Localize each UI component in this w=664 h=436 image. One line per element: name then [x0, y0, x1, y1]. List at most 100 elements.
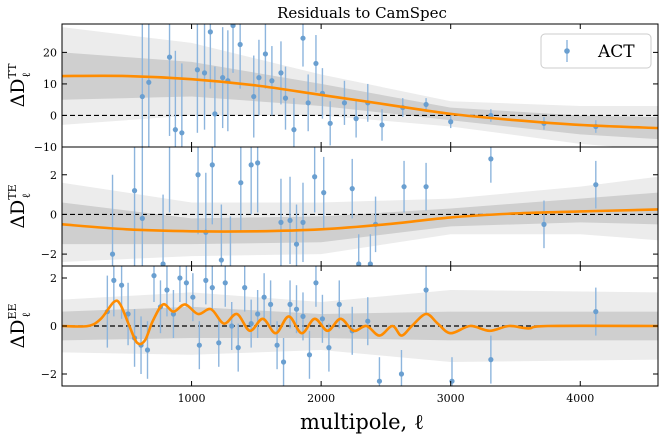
x-axis-label: multipole, ℓ	[300, 410, 424, 434]
fit-line-ee	[62, 299, 658, 346]
point-tt-5	[194, 67, 200, 73]
point-ee-26	[274, 342, 280, 348]
point-te-11	[248, 162, 254, 168]
point-te-4	[167, 140, 172, 145]
ytick-label-tt: 10	[43, 78, 57, 91]
chart-title: Residuals to CamSpec	[277, 4, 447, 22]
point-ee-10	[170, 311, 177, 317]
ytick-label-tt: −10	[34, 141, 57, 154]
point-te-1	[131, 188, 138, 194]
ytick-label-ee: 2	[50, 272, 57, 285]
point-tt-28	[379, 122, 385, 128]
panel-ee: −2 0 2 ΔDEEℓ 1000 2000 3000 4000	[6, 265, 659, 405]
panel-tt: −10 0 10 20 ΔDTTℓ ACT	[6, 23, 659, 154]
point-ee-2	[119, 282, 125, 288]
point-ee-33	[319, 316, 326, 322]
point-tt-16	[269, 78, 275, 84]
point-ee-22	[248, 321, 254, 327]
point-tt-15	[262, 51, 269, 57]
point-ee-27	[280, 359, 287, 365]
ytick-label-te: 0	[50, 208, 57, 221]
point-tt-17	[278, 70, 284, 76]
point-tt-30	[423, 101, 429, 108]
point-te-24	[423, 184, 429, 190]
plot-area-tt	[62, 24, 658, 147]
point-te-10	[238, 180, 244, 186]
point-ee-39	[398, 371, 405, 377]
legend-marker	[564, 48, 570, 54]
ytick-label-tt: 20	[43, 46, 57, 59]
point-ee-43	[593, 309, 599, 315]
point-ee-34	[326, 345, 332, 351]
point-tt-4	[179, 130, 185, 136]
point-ee-11	[177, 275, 183, 281]
point-te-19	[349, 186, 355, 192]
point-ee-30	[300, 313, 306, 319]
point-ee-18	[222, 280, 228, 286]
point-te-5	[195, 172, 201, 178]
point-te-18	[321, 190, 327, 196]
panel-te: −2 0 2 ΔDTEℓ	[6, 140, 659, 274]
point-te-12	[255, 160, 261, 166]
point-te-2	[139, 215, 145, 221]
point-tt-14	[256, 75, 262, 81]
band-1sigma-ee	[62, 306, 658, 341]
point-tt-8	[212, 111, 218, 117]
point-te-13	[278, 219, 284, 225]
point-te-21	[367, 261, 373, 266]
legend-label: ACT	[597, 42, 635, 62]
xtick-label: 2000	[307, 392, 335, 405]
point-tt-24	[327, 120, 333, 126]
point-ee-19	[229, 323, 235, 329]
point-te-9	[228, 269, 233, 274]
point-te-20	[356, 261, 362, 266]
point-tt-12	[237, 41, 243, 48]
plot-area-ee	[62, 266, 658, 386]
point-te-14	[287, 217, 293, 223]
ytick-label-tt: 0	[50, 109, 57, 122]
point-ee-32	[313, 280, 319, 286]
point-te-3	[160, 261, 166, 266]
point-te-8	[218, 257, 224, 263]
point-te-0	[109, 251, 116, 257]
point-tt-3	[172, 127, 178, 133]
ytick-label-te: −2	[41, 248, 57, 261]
fit-line-te	[62, 208, 658, 233]
point-tt-6	[201, 70, 208, 76]
point-ee-42	[488, 357, 494, 363]
ytick-label-ee: 0	[50, 320, 57, 333]
legend: ACT	[540, 33, 652, 69]
point-ee-1	[111, 277, 117, 283]
fit-line-tt	[62, 74, 658, 130]
point-tt-7	[207, 29, 213, 35]
point-tt-31	[448, 119, 454, 125]
point-ee-40	[423, 287, 429, 293]
y-axis-label-tt: ΔDTTℓ	[6, 63, 33, 108]
y-axis-label-ee: ΔDEEℓ	[6, 303, 33, 348]
point-tt-25	[341, 100, 348, 106]
point-tt-0	[139, 93, 145, 100]
point-ee-17	[216, 340, 222, 346]
point-ee-31	[306, 352, 313, 358]
plot-area-te	[62, 140, 658, 274]
point-ee-3	[125, 311, 131, 317]
point-ee-12	[183, 280, 189, 286]
ytick-label-ee: −2	[41, 368, 57, 381]
point-tt-9	[220, 75, 226, 81]
point-te-17	[312, 174, 318, 180]
point-tt-22	[313, 60, 319, 67]
point-ee-29	[293, 306, 300, 312]
point-ee-6	[144, 347, 151, 353]
point-ee-38	[376, 378, 383, 384]
point-ee-25	[268, 301, 274, 307]
point-te-7	[209, 162, 215, 168]
xtick-label: 1000	[178, 392, 206, 405]
point-te-15	[293, 241, 300, 247]
point-ee-28	[287, 301, 293, 307]
y-axis-label-te: ΔDTEℓ	[6, 184, 33, 228]
point-ee-21	[242, 285, 248, 291]
point-ee-23	[255, 311, 261, 317]
point-tt-1	[146, 79, 152, 85]
point-tt-19	[291, 127, 297, 133]
